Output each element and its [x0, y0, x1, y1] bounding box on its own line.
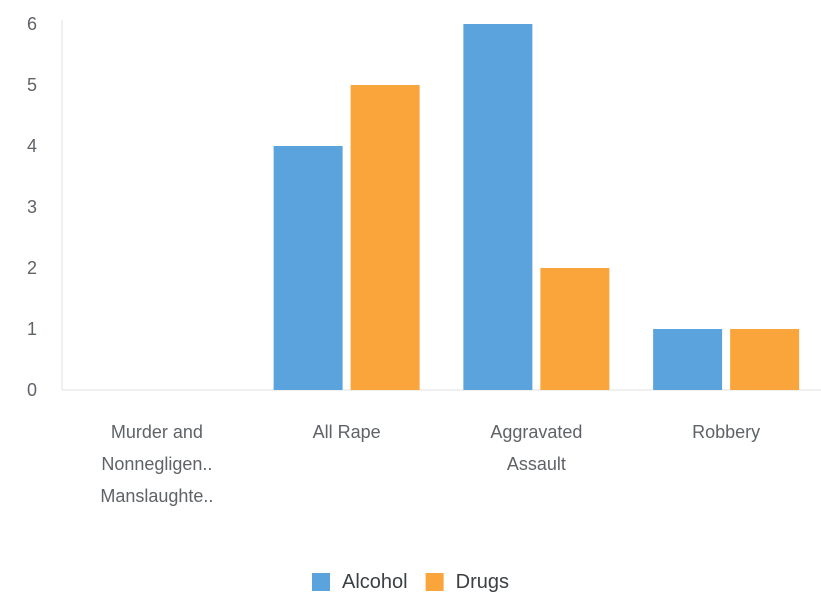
y-tick-label: 0 [27, 380, 37, 400]
y-tick-label: 6 [27, 14, 37, 34]
legend-label-alcohol[interactable]: Alcohol [342, 571, 408, 593]
x-axis-labels: Murder and Nonnegligen.. Manslaughte.. All … [100, 422, 760, 506]
y-tick-label: 4 [27, 136, 37, 156]
bar-drugs-3[interactable] [730, 329, 800, 390]
y-tick-label: 5 [27, 75, 37, 95]
bar-drugs-1[interactable] [350, 85, 420, 390]
y-tick-label: 1 [27, 319, 37, 339]
legend-swatch-alcohol [312, 573, 331, 591]
y-axis-labels: 0 1 2 3 4 5 6 [27, 14, 37, 400]
legend-swatch-drugs [425, 573, 444, 591]
y-tick-label: 2 [27, 258, 37, 278]
bars [273, 24, 800, 390]
x-tick-label: All Rape [313, 422, 381, 442]
bar-alcohol-3[interactable] [653, 329, 723, 390]
y-tick-label: 3 [27, 197, 37, 217]
bar-drugs-2[interactable] [540, 268, 610, 390]
legend: Alcohol Drugs [312, 571, 509, 593]
x-tick-label: Aggravated Assault [490, 422, 582, 474]
bar-alcohol-1[interactable] [273, 146, 343, 390]
x-tick-label: Robbery [692, 422, 760, 442]
x-tick-label: Murder and Nonnegligen.. Manslaughte.. [100, 422, 213, 506]
bar-alcohol-2[interactable] [463, 24, 533, 390]
legend-label-drugs[interactable]: Drugs [456, 571, 509, 593]
